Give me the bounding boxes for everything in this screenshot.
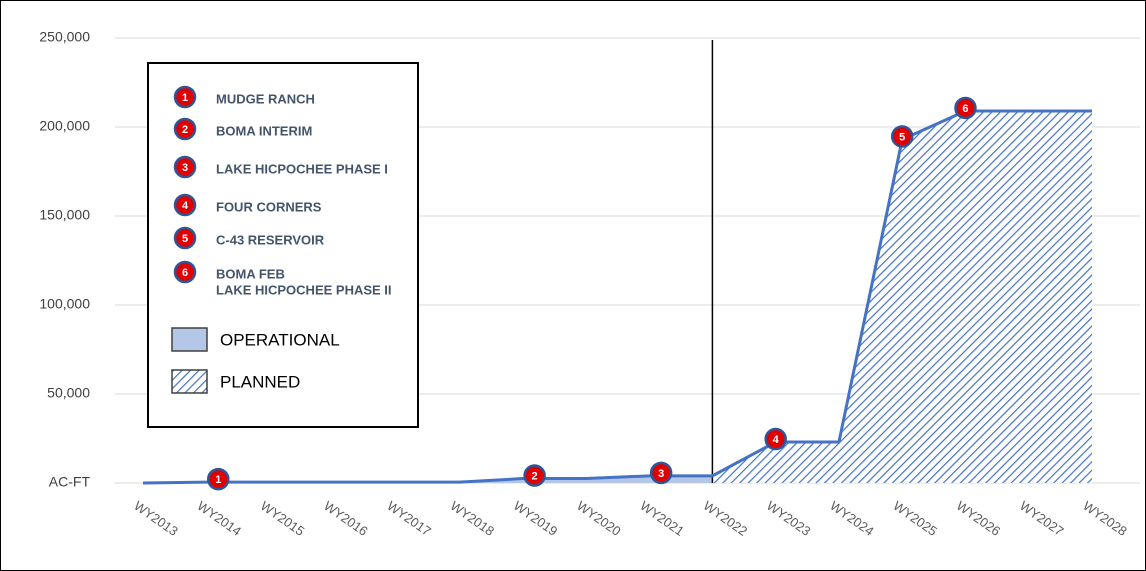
- legend-badge: 2: [173, 117, 197, 141]
- badge-number: 3: [658, 468, 664, 480]
- marker: 5: [890, 125, 914, 148]
- legend-label: PLANNED: [220, 372, 300, 391]
- legend-badge: 4: [173, 193, 197, 217]
- badge-number: 6: [182, 267, 188, 279]
- badge-circle: [954, 96, 977, 120]
- marker: 4: [764, 427, 787, 451]
- badge-number: 2: [532, 470, 538, 482]
- badge-number: 4: [182, 200, 189, 212]
- legend-label: MUDGE RANCH: [216, 91, 315, 106]
- legend-label: BOMA INTERIM: [216, 123, 312, 138]
- badge-number: 2: [182, 124, 188, 136]
- legend-label: FOUR CORNERS: [216, 199, 322, 214]
- y-tick-label: 250,000: [39, 29, 90, 45]
- marker: 1: [207, 467, 230, 491]
- badge-circle: [649, 461, 673, 485]
- badge-circle: [173, 117, 197, 141]
- legend-badge: 5: [173, 226, 197, 250]
- badge-number: 6: [962, 103, 968, 115]
- line: [142, 109, 1092, 485]
- badge-number: 4: [773, 434, 780, 446]
- badge-number: 1: [215, 474, 221, 486]
- legend-label: LAKE HICPOCHEE PHASE II: [216, 282, 392, 297]
- legend-label: LAKE HICPOCHEE PHASE I: [216, 161, 388, 176]
- legend-badge: 6: [173, 260, 197, 284]
- badge-circle: [173, 260, 197, 284]
- badge-number: 5: [182, 233, 188, 245]
- badge-number: 5: [899, 131, 905, 143]
- y-tick-label: AC-FT: [49, 474, 91, 490]
- legend-badge: 3: [173, 155, 197, 179]
- y-tick-label: 200,000: [39, 118, 90, 134]
- marker: 2: [523, 464, 546, 487]
- badge-circle: [523, 464, 546, 487]
- marker: 6: [954, 96, 977, 120]
- legend-label: BOMA FEB: [216, 266, 285, 281]
- badge-number: 1: [182, 92, 188, 104]
- legend-badge: 1: [173, 85, 197, 109]
- legend-swatch: [171, 327, 208, 352]
- legend-label: C-43 RESERVOIR: [216, 232, 325, 247]
- y-tick-label: 50,000: [47, 385, 90, 401]
- marker: 3: [649, 461, 673, 485]
- badge-circle: [173, 226, 197, 250]
- y-tick-label: 150,000: [39, 207, 90, 223]
- legend-swatch: [171, 369, 208, 394]
- badge-circle: [207, 467, 230, 491]
- planned-area: [712, 110, 1092, 483]
- badge-number: 3: [182, 162, 188, 174]
- badge-circle: [173, 155, 197, 179]
- badge-circle: [890, 125, 914, 148]
- badge-circle: [173, 85, 197, 109]
- badge-circle: [764, 427, 787, 451]
- badge-circle: [173, 193, 197, 217]
- legend-label: OPERATIONAL: [220, 330, 340, 349]
- operational-area: [143, 475, 713, 483]
- y-tick-label: 100,000: [39, 296, 90, 312]
